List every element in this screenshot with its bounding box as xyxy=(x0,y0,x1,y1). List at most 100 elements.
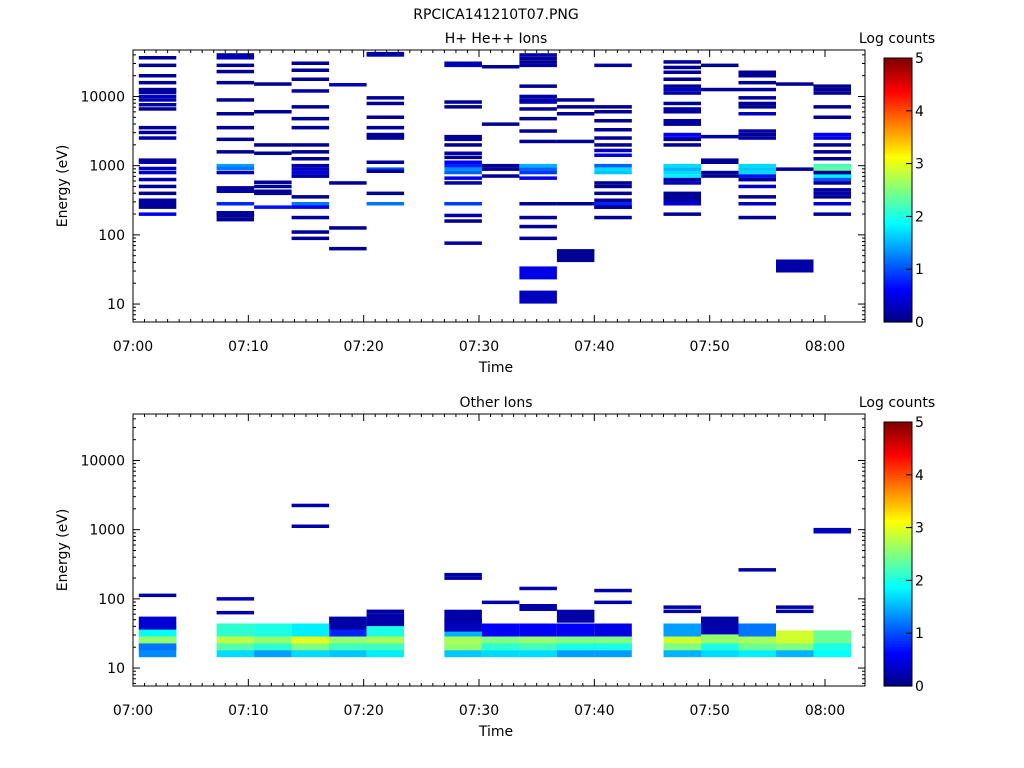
spectrogram-cell xyxy=(519,176,557,180)
colorbar-swatch xyxy=(884,258,912,262)
colorbar-swatch xyxy=(884,245,912,249)
spectrogram-cell xyxy=(519,202,557,206)
spectrogram-cell xyxy=(813,143,851,147)
spectrogram-cell xyxy=(594,119,632,123)
spectrogram-cell xyxy=(138,198,177,202)
spectrogram-cell xyxy=(254,143,292,147)
spectrogram-cell xyxy=(254,110,292,114)
colorbar-swatch xyxy=(884,110,912,115)
colorbar-swatch xyxy=(884,546,912,550)
colorbar-swatch xyxy=(884,121,912,125)
spectrogram-cell xyxy=(663,122,701,126)
spectrogram-cell xyxy=(738,80,776,85)
panel-title: H+ He++ Ions xyxy=(445,31,548,47)
spectrogram-cell xyxy=(519,84,557,88)
colorbar-swatch xyxy=(884,635,912,640)
spectrogram-cell xyxy=(663,198,701,202)
colorbar-swatch xyxy=(884,524,912,529)
colorbar-swatch xyxy=(884,548,912,552)
spectrogram-cell xyxy=(556,112,595,116)
spectrogram-cell xyxy=(216,80,255,85)
colorbar-tick-label: 0 xyxy=(915,315,924,331)
spectrogram-cell xyxy=(216,217,255,222)
panel-2: Other Ions 07:00 07:10 07:20 07:30 07:40 07:50… xyxy=(55,395,935,740)
colorbar-swatch xyxy=(884,654,912,658)
colorbar-swatch xyxy=(884,485,912,489)
plot-frame xyxy=(132,49,866,323)
spectrogram-cell xyxy=(663,212,701,216)
colorbar-swatch xyxy=(884,137,912,141)
x-axis-label: Time xyxy=(478,724,513,740)
spectrogram-cell xyxy=(291,205,330,209)
colorbar-swatch xyxy=(884,213,912,217)
spectrogram-cell xyxy=(663,107,701,111)
colorbar-swatch xyxy=(884,424,912,428)
spectrogram-cell xyxy=(444,134,482,139)
colorbar-swatch xyxy=(884,501,912,505)
colorbar-tick-label: 2 xyxy=(915,209,924,225)
spectrogram-cell xyxy=(813,91,851,95)
colorbar-swatch xyxy=(884,87,912,91)
colorbar-swatch xyxy=(884,224,912,228)
colorbar-swatch xyxy=(884,572,912,576)
spectrogram-cell xyxy=(738,136,776,140)
spectrogram-cell xyxy=(738,74,776,78)
y-tick-label: 10000 xyxy=(80,89,125,105)
colorbar-swatch xyxy=(884,670,912,674)
spectrogram-cell xyxy=(216,610,255,615)
colorbar-swatch xyxy=(884,477,912,481)
spectrogram-cell xyxy=(594,167,632,171)
colorbar-swatch xyxy=(884,248,912,252)
colorbar-swatch xyxy=(884,680,912,684)
spectrogram-cell xyxy=(663,110,701,114)
colorbar-swatch xyxy=(884,664,912,669)
spectrogram-cell xyxy=(138,130,177,135)
colorbar-swatch xyxy=(884,124,912,128)
colorbar-swatch xyxy=(884,422,912,426)
colorbar-swatch xyxy=(884,79,912,83)
spectrogram-cell xyxy=(519,56,557,61)
colorbar-swatch xyxy=(884,237,912,241)
spectrogram-cell xyxy=(329,226,367,230)
spectrogram-cell xyxy=(216,202,255,206)
spectrogram-cell xyxy=(444,170,482,175)
colorbar-swatch xyxy=(884,279,912,283)
colorbar-swatch xyxy=(884,65,912,70)
spectrogram-cell xyxy=(366,160,405,164)
spectrogram-cell xyxy=(291,105,330,109)
spectrogram-cell xyxy=(291,167,330,171)
x-tick-label: 07:20 xyxy=(343,703,383,719)
spectrogram-cell xyxy=(444,163,482,168)
colorbar-tick-label: 5 xyxy=(915,415,924,431)
spectrogram-cell xyxy=(813,84,851,88)
colorbar-swatch xyxy=(884,211,912,215)
spectrogram-cell xyxy=(444,219,482,223)
spectrogram-cell xyxy=(444,63,482,68)
colorbar-swatch xyxy=(884,134,912,138)
colorbar-swatch xyxy=(884,672,912,677)
spectrogram-cell xyxy=(813,167,851,171)
spectrogram-cell xyxy=(813,157,851,161)
spectrogram-cell xyxy=(519,100,557,104)
colorbar-swatch xyxy=(884,81,912,85)
spectrogram-cell xyxy=(738,202,776,206)
colorbar-swatch xyxy=(884,250,912,254)
spectrogram-cell xyxy=(329,181,367,185)
colorbar-swatch xyxy=(884,432,912,436)
colorbar-tick-label: 4 xyxy=(915,468,924,484)
x-tick-label: 07:30 xyxy=(459,703,499,719)
colorbar-swatch xyxy=(884,540,912,545)
spectrogram-cell xyxy=(254,82,292,86)
spectrogram-cell xyxy=(813,527,851,532)
colorbar-tick-label: 5 xyxy=(915,51,924,67)
spectrogram-cell xyxy=(594,215,632,220)
colorbar-swatch xyxy=(884,461,912,465)
spectrogram-cell xyxy=(594,181,632,185)
spectrogram-cell xyxy=(663,119,701,123)
colorbar-swatch xyxy=(884,219,912,223)
colorbar-swatch xyxy=(884,588,912,592)
spectrogram-cell xyxy=(663,177,701,182)
spectrogram-cell xyxy=(701,158,739,162)
colorbar-swatch xyxy=(884,200,912,204)
y-axis-label: Energy (eV) xyxy=(55,145,71,228)
